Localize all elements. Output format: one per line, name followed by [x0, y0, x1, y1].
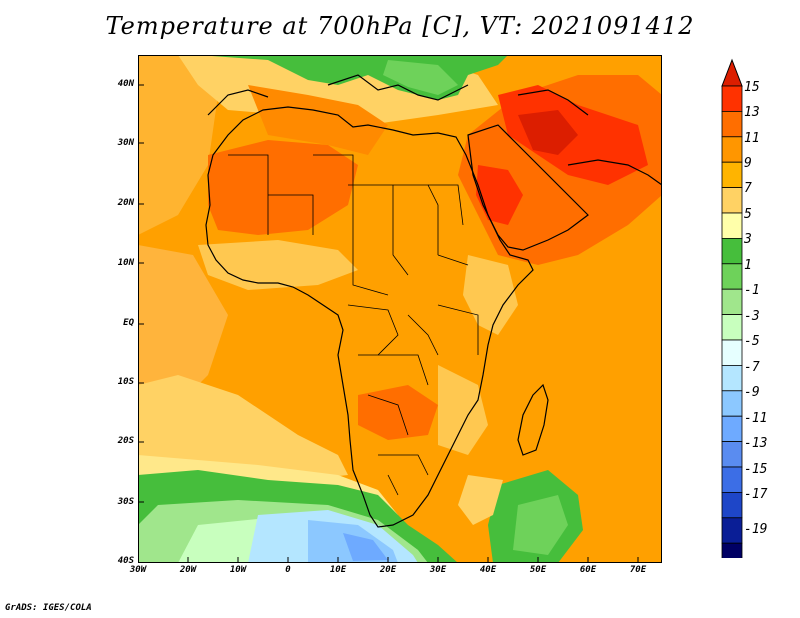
border-east — [428, 184, 479, 355]
field-sahara-hot2 — [248, 85, 388, 155]
colorbar-swatch — [721, 415, 743, 443]
asia-coastline — [517, 89, 662, 186]
colorbar-swatch — [721, 85, 743, 112]
colorbar-label: -7 — [744, 360, 760, 375]
colorbar-label: 15 — [744, 80, 760, 95]
colorbar-swatch — [721, 288, 743, 315]
map-frame — [138, 55, 662, 563]
madagascar-coastline — [517, 383, 549, 456]
colorbar-label: -9 — [744, 385, 760, 400]
colorbar-swatch — [721, 364, 743, 392]
border-west — [228, 154, 354, 235]
colorbar-swatch — [721, 314, 743, 341]
field-east-yellow — [438, 365, 488, 455]
lon-label: 50E — [529, 565, 547, 575]
field-se-yellow — [458, 475, 503, 525]
colorbar-top-arrow — [721, 58, 743, 87]
colorbar-swatch — [721, 237, 743, 265]
colorbar-label: 1 — [744, 258, 752, 273]
lon-label: 10W — [229, 565, 247, 575]
border-central — [348, 184, 439, 296]
colorbar-label: -15 — [744, 462, 768, 477]
colorbar-swatch — [721, 136, 743, 163]
lon-label: 60E — [579, 565, 597, 575]
country-borders — [228, 154, 479, 496]
colorbar-swatch — [721, 390, 743, 417]
lon-label: 40E — [479, 565, 497, 575]
field-south-deepblue — [343, 533, 388, 561]
field-sahara-hot — [208, 140, 358, 235]
field-med-lightgreen — [383, 60, 458, 95]
lat-label: 10N — [117, 258, 134, 268]
colorbar-swatch — [721, 517, 743, 544]
field-atlantic-yellow — [138, 375, 348, 485]
africa-coastline — [205, 106, 534, 528]
lat-label: 40N — [117, 79, 134, 89]
lon-label: 20W — [179, 565, 197, 575]
colorbar-swatch — [721, 441, 743, 468]
colorbar-label: -17 — [744, 487, 768, 502]
border-mid — [347, 304, 439, 356]
arabia-coastline — [467, 124, 589, 251]
lon-label: 30W — [129, 565, 147, 575]
lat-label: 30S — [117, 497, 134, 507]
colorbar-swatch — [721, 212, 743, 239]
lat-label: 20S — [117, 436, 134, 446]
grads-credit: GrADS: IGES/COLA — [5, 603, 92, 613]
colorbar-label: -1 — [744, 283, 760, 298]
colorbar-swatch — [721, 466, 743, 493]
tick-marks — [138, 84, 639, 563]
field-se-lightgreen — [513, 495, 568, 555]
colorbar-label: 3 — [744, 232, 752, 247]
field-arabia-core — [518, 110, 578, 155]
temperature-map — [138, 55, 662, 563]
colorbar-label: 13 — [744, 105, 760, 120]
colorbar-label: 5 — [744, 207, 752, 222]
colorbar-swatch — [721, 187, 743, 214]
colorbar-label: -11 — [744, 411, 768, 426]
colorbar-label: -5 — [744, 334, 760, 349]
lon-label: 10E — [329, 565, 347, 575]
lat-label: 20N — [117, 198, 134, 208]
lon-label: 20E — [379, 565, 397, 575]
field-atlantic-west — [138, 55, 218, 235]
colorbar-swatch — [721, 161, 743, 188]
colorbar-swatch — [721, 263, 743, 290]
border-south — [358, 354, 429, 496]
colorbar-swatch — [721, 339, 743, 366]
lat-label: 30N — [117, 138, 134, 148]
colorbar-swatch — [721, 491, 743, 519]
colorbar-label: 9 — [744, 156, 752, 171]
colorbar-label: -3 — [744, 309, 760, 324]
lat-label: EQ — [123, 318, 134, 328]
coastlines — [205, 74, 662, 528]
europe-coastline — [207, 74, 469, 116]
lon-label: 70E — [629, 565, 647, 575]
colorbar — [721, 58, 743, 558]
colorbar-label: -19 — [744, 522, 768, 537]
colorbar-swatch — [721, 542, 743, 558]
field-arabia-core2 — [476, 165, 523, 225]
colorbar-label: 7 — [744, 181, 752, 196]
lon-label: 0 — [285, 565, 291, 575]
colorbar-label: 11 — [744, 131, 760, 146]
map-title: Temperature at 700hPa [C], VT: 202109141… — [105, 12, 695, 40]
lat-label: 10S — [117, 377, 134, 387]
colorbar-label: -13 — [744, 436, 768, 451]
colorbar-swatch — [721, 111, 743, 138]
lon-label: 30E — [429, 565, 447, 575]
lat-label: 40S — [117, 556, 134, 566]
